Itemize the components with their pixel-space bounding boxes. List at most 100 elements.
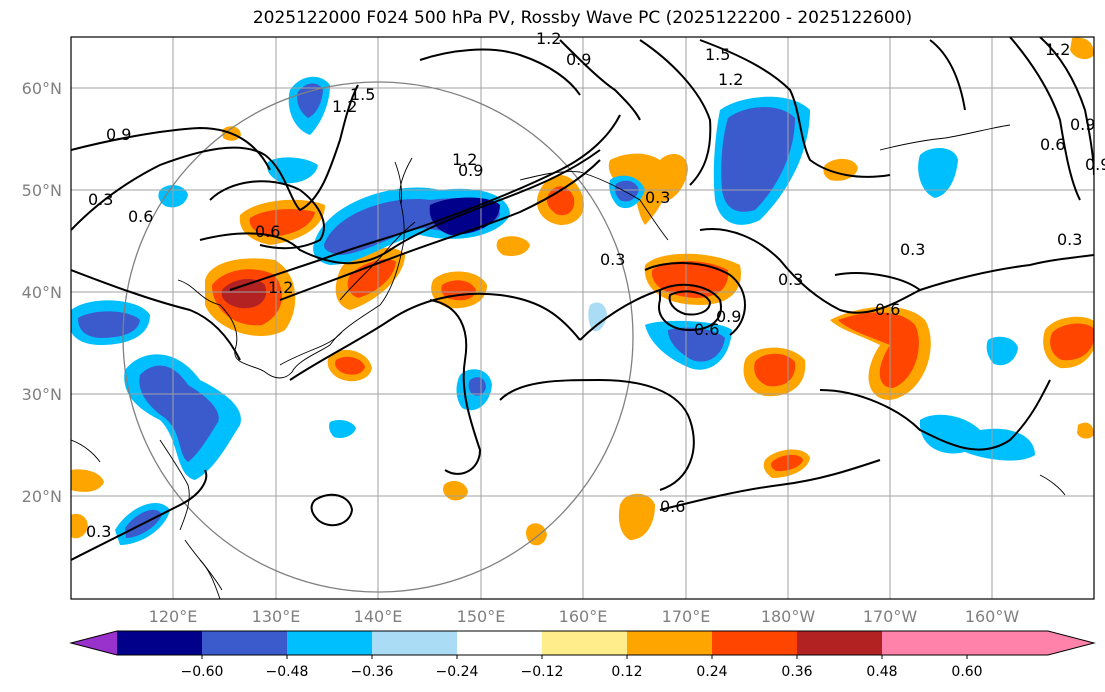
contour-label: 0.6: [255, 222, 280, 241]
map-title: 2025122000 F024 500 hPa PV, Rossby Wave …: [252, 8, 913, 28]
contour-labels: 1.2 0.9 1.5 1.2 1.5 1.2 0.9 1.2 0.9 0.9 …: [88, 29, 1105, 516]
anomaly-blob: [919, 414, 1035, 461]
colorbar-tick-label: −0.48: [266, 664, 309, 680]
pv-contour-line: [71, 469, 208, 561]
lon-tick-label: 160°W: [965, 607, 1020, 626]
contour-label: 1.5: [705, 45, 730, 64]
lon-tick-label: 170°E: [662, 607, 711, 626]
contour-label: 1.2: [718, 70, 743, 89]
anomaly-blob: [618, 493, 655, 540]
contour-label-0.3-sw: 0.3: [86, 522, 111, 541]
pv-contour-line: [419, 48, 581, 96]
colorbar-segment: [372, 631, 457, 655]
anomaly-blob: [986, 336, 1018, 366]
colorbar-segment: [542, 631, 627, 655]
pv-contour-line: [699, 39, 891, 178]
anomaly-blob: [297, 83, 323, 118]
pv-contour-line: [834, 272, 921, 291]
contour-label: 1.2: [452, 150, 477, 169]
colorbar-extend-low: [71, 631, 117, 655]
lat-tick-label: 30°N: [22, 385, 62, 404]
anomaly-blob: [496, 236, 530, 256]
colorbar-tick-label: 0.24: [696, 664, 727, 680]
contour-label: 0.3: [600, 250, 625, 269]
pv-contour-line: [1009, 37, 1081, 201]
contour-label: 1.5: [350, 85, 375, 104]
pv-contour-line: [310, 493, 354, 527]
contour-label: 0.6: [660, 497, 685, 516]
contour-label: 0.3: [778, 270, 803, 289]
colorbar-tick-label: 0.36: [781, 664, 812, 680]
lon-tick-label: 130°E: [252, 607, 301, 626]
contour-label: 0.3: [900, 240, 925, 259]
radius-circle: [122, 81, 634, 593]
anomaly-blob: [754, 353, 796, 387]
pv-contours: [71, 37, 1094, 561]
pv-contour-line: [209, 180, 325, 250]
anomaly-blob: [71, 469, 104, 492]
anomaly-blob: [838, 312, 919, 388]
pv-contour-line: [199, 149, 601, 265]
lon-tick-label: 120°E: [149, 607, 198, 626]
colorbar-tick-label: 0.12: [611, 664, 642, 680]
lon-tick-label: 160°E: [559, 607, 608, 626]
pv-contour-line: [659, 459, 881, 511]
pv-contour-line: [639, 39, 712, 186]
pv-contour-line: [289, 292, 581, 381]
contour-label: 0.3: [645, 188, 670, 207]
graticule: [71, 37, 1094, 599]
pv-contour-line: [71, 269, 241, 361]
anomaly-blob: [347, 259, 396, 298]
pv-contour-line: [668, 290, 712, 316]
colorbar-tick-label: −0.24: [436, 664, 479, 680]
contour-label: 0.6: [1040, 135, 1065, 154]
colorbar-segment: [712, 631, 797, 655]
anomaly-blob: [329, 420, 356, 438]
contour-label: 0.9: [106, 125, 131, 144]
contour-label: 0.9: [566, 50, 591, 69]
anomaly-blob: [721, 107, 795, 212]
colorbar-tick-label: 0.60: [951, 664, 982, 680]
anomaly-blob: [918, 148, 958, 198]
lon-tick-label: 150°E: [457, 607, 506, 626]
map-frame: [70, 36, 1095, 600]
pv-contour-line: [229, 114, 621, 291]
contour-label: 0.6: [694, 320, 719, 339]
contour-label: 0.9: [1070, 115, 1095, 134]
contour-label: 1.2: [332, 97, 357, 116]
pv-contour-line: [71, 126, 271, 171]
lon-tick-labels: 120°E 130°E 140°E 150°E 160°E 170°E 180°…: [149, 607, 1020, 626]
anomaly-blob: [668, 327, 725, 362]
contour-label: 0.3: [1057, 230, 1082, 249]
anomaly-blob: [771, 454, 803, 472]
anomaly-blob: [139, 365, 219, 462]
lon-tick-label: 170°W: [863, 607, 918, 626]
anomaly-blob: [335, 356, 365, 375]
anomaly-blob: [443, 480, 468, 501]
contour-label: 1.2: [1045, 40, 1070, 59]
contour-label: 0.3: [88, 190, 113, 209]
pv-contour-line: [71, 84, 359, 231]
contour-label: 0.6: [875, 300, 900, 319]
pv-contour-line: [819, 379, 1051, 451]
anomaly-blob: [249, 209, 315, 237]
anomaly-blob: [78, 311, 140, 338]
lon-tick-label: 180°W: [761, 607, 816, 626]
anomaly-blob: [1077, 422, 1094, 439]
anomaly-blob: [651, 261, 729, 298]
colorbar-tick-label: −0.12: [521, 664, 564, 680]
contour-label: 0.9: [716, 307, 741, 326]
colorbar-segment: [117, 631, 202, 655]
colorbar-segment: [202, 631, 287, 655]
lat-tick-label: 60°N: [22, 79, 62, 98]
contour-label: 1.2: [536, 29, 561, 48]
colorbar-segment: [457, 631, 542, 655]
colorbar-segment: [882, 631, 1048, 655]
pv-contour-line: [644, 262, 746, 336]
colorbar-segment: [797, 631, 882, 655]
anomaly-blob: [221, 278, 267, 309]
pv-contour-line: [1039, 37, 1094, 176]
contour-label: 0.9: [458, 161, 483, 180]
lon-tick-label: 140°E: [354, 607, 403, 626]
